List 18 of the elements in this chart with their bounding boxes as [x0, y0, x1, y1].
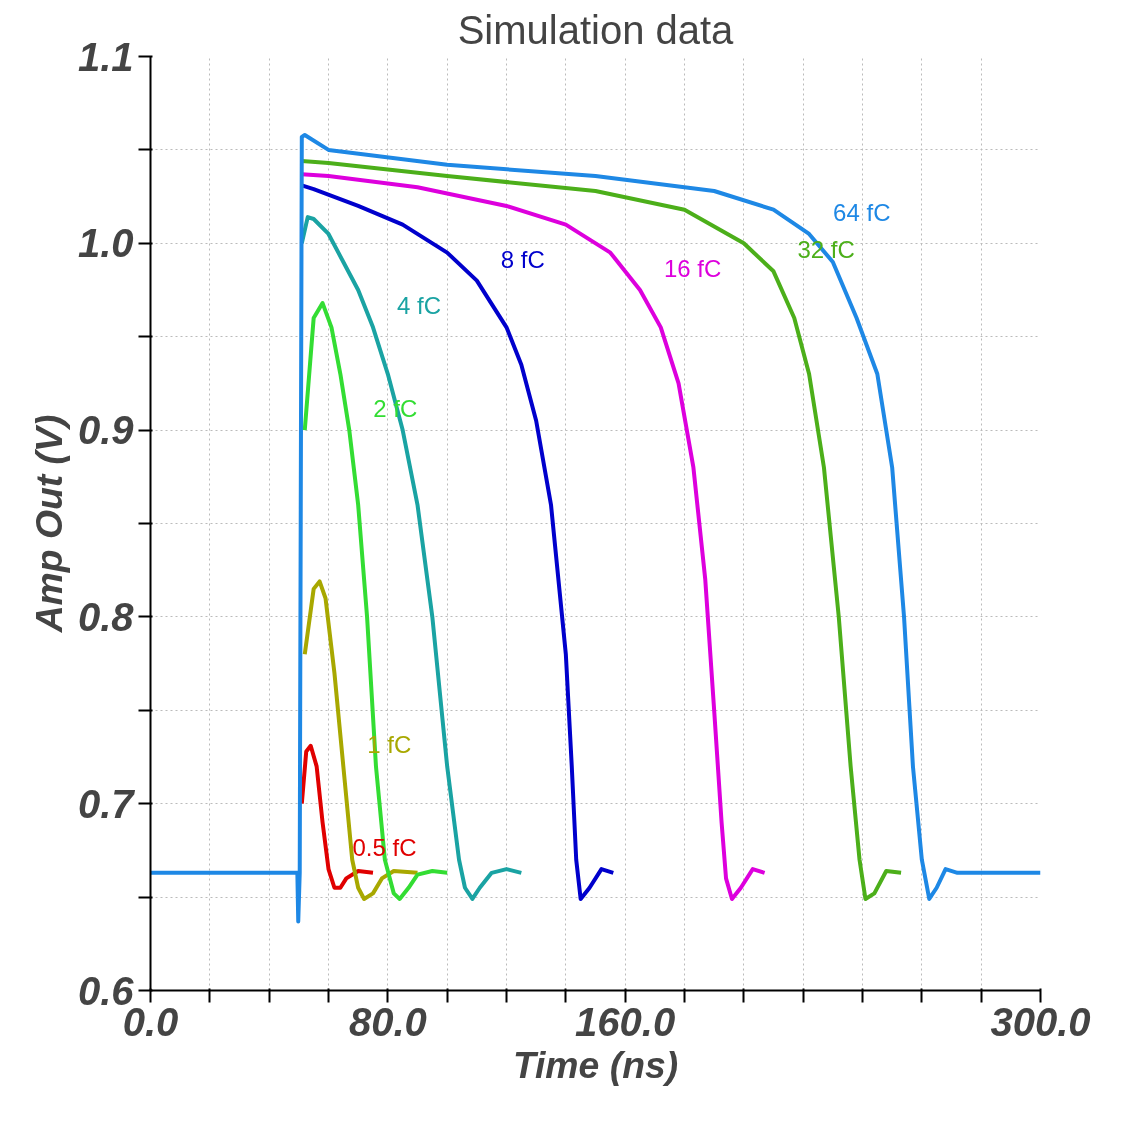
y-tick-label: 0.7: [77, 781, 136, 826]
y-tick-label: 0.9: [77, 408, 135, 453]
y-tick-label: 1.1: [77, 34, 134, 79]
line-series: [302, 579, 420, 901]
line-series: [150, 132, 1041, 924]
x-tick-label: 80.0: [348, 999, 427, 1044]
series-label: 4 fC: [397, 292, 442, 320]
x-tick-label: 160.0: [575, 999, 676, 1044]
y-axis-title: Amp Out (V): [27, 414, 70, 634]
x-axis-title: Time (ns): [512, 1043, 679, 1086]
x-tick-label: 300.0: [990, 999, 1091, 1044]
series-label: 64 fC: [833, 198, 891, 226]
series-label: 16 fC: [664, 255, 722, 282]
y-tick-label: 1.0: [77, 221, 134, 266]
chart-title: Simulation data: [457, 7, 735, 52]
series-label: 8 fC: [500, 245, 545, 273]
series-label: 32 fC: [797, 236, 855, 264]
y-tick-label: 0.8: [77, 594, 135, 639]
